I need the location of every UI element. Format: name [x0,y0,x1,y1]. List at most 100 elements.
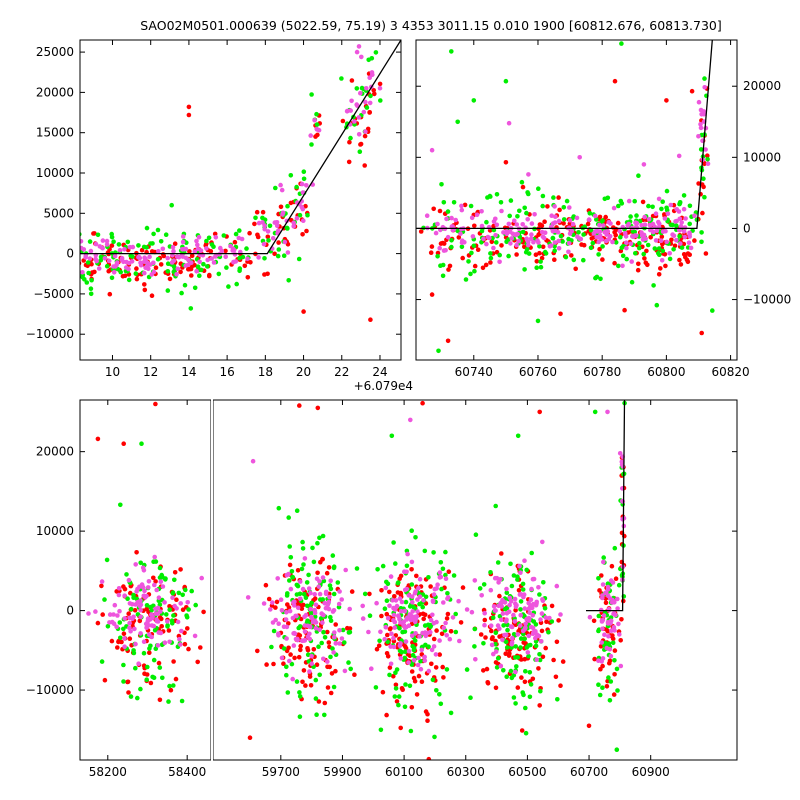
data-point [479,240,484,245]
data-point [364,105,370,110]
data-point [291,220,297,225]
y-tick-label: 25000 [36,45,74,59]
data-point [659,258,665,263]
data-point [396,702,401,708]
data-point [696,181,701,186]
data-point [245,275,251,280]
data-point [179,290,184,296]
data-point [664,239,669,245]
data-point [510,635,515,641]
data-point [444,633,450,638]
data-point [677,216,683,222]
data-point [159,616,164,622]
data-point [145,585,151,590]
data-point [594,217,599,222]
data-point [611,625,617,630]
data-point [165,269,171,274]
data-point [387,603,392,609]
data-point [138,614,143,620]
data-point [111,264,116,269]
scatter-points [86,400,627,760]
data-point [279,655,285,661]
data-point [616,582,622,588]
data-point [662,216,668,221]
data-point [274,220,280,225]
data-point [581,257,586,263]
data-point [679,220,684,225]
data-point [387,665,393,670]
data-point [445,611,451,617]
data-point [182,641,188,647]
data-point [185,600,190,605]
data-point [197,273,202,279]
data-point [245,256,250,262]
data-point [670,222,675,228]
data-point [426,668,432,674]
data-point [696,99,702,105]
y-tick-label: 20000 [743,79,781,93]
data-point [512,619,518,624]
data-point [329,671,335,676]
data-point [363,99,368,105]
data-point [497,259,502,265]
data-point [538,688,543,694]
data-point [611,611,616,617]
data-point [300,546,306,551]
data-point [656,246,662,251]
data-point [256,220,262,226]
data-point [151,269,157,275]
data-point [276,247,282,252]
data-point [218,245,223,251]
data-point [385,639,391,645]
data-point [678,241,683,246]
data-point [498,663,504,669]
data-point [546,629,551,635]
data-point [313,696,319,701]
data-point [692,238,697,243]
data-point [550,235,556,241]
x-tick-label: 20 [296,365,311,379]
data-point [131,595,136,600]
data-point [155,227,161,233]
data-point [201,609,206,615]
data-point [138,686,143,692]
data-point [542,230,548,235]
data-point [318,616,324,621]
data-point [281,253,287,258]
data-point [526,633,532,639]
data-point [148,262,153,267]
data-point [273,185,278,191]
data-point [211,260,217,265]
data-point [377,85,383,91]
data-point [301,668,307,673]
data-point [552,204,557,209]
outlier-point [297,403,302,408]
data-point [315,570,320,576]
data-point [167,683,172,689]
data-point [171,248,176,254]
data-point [167,639,172,645]
data-point [130,616,135,621]
data-point [629,279,635,285]
data-point [619,459,625,465]
data-point [494,240,499,245]
data-point [309,614,314,620]
data-point [172,570,178,575]
data-point [122,273,128,279]
data-point [387,672,392,678]
data-point [253,215,258,221]
data-point [431,636,437,642]
data-point [412,590,418,596]
data-point [367,591,372,597]
data-point [392,594,397,599]
data-point [254,648,260,654]
data-point [493,660,499,665]
data-point [134,266,139,271]
data-point [125,239,131,245]
data-point [692,213,697,218]
data-point [521,592,527,597]
data-point [285,602,290,607]
data-point [180,239,186,245]
data-point [398,641,403,646]
